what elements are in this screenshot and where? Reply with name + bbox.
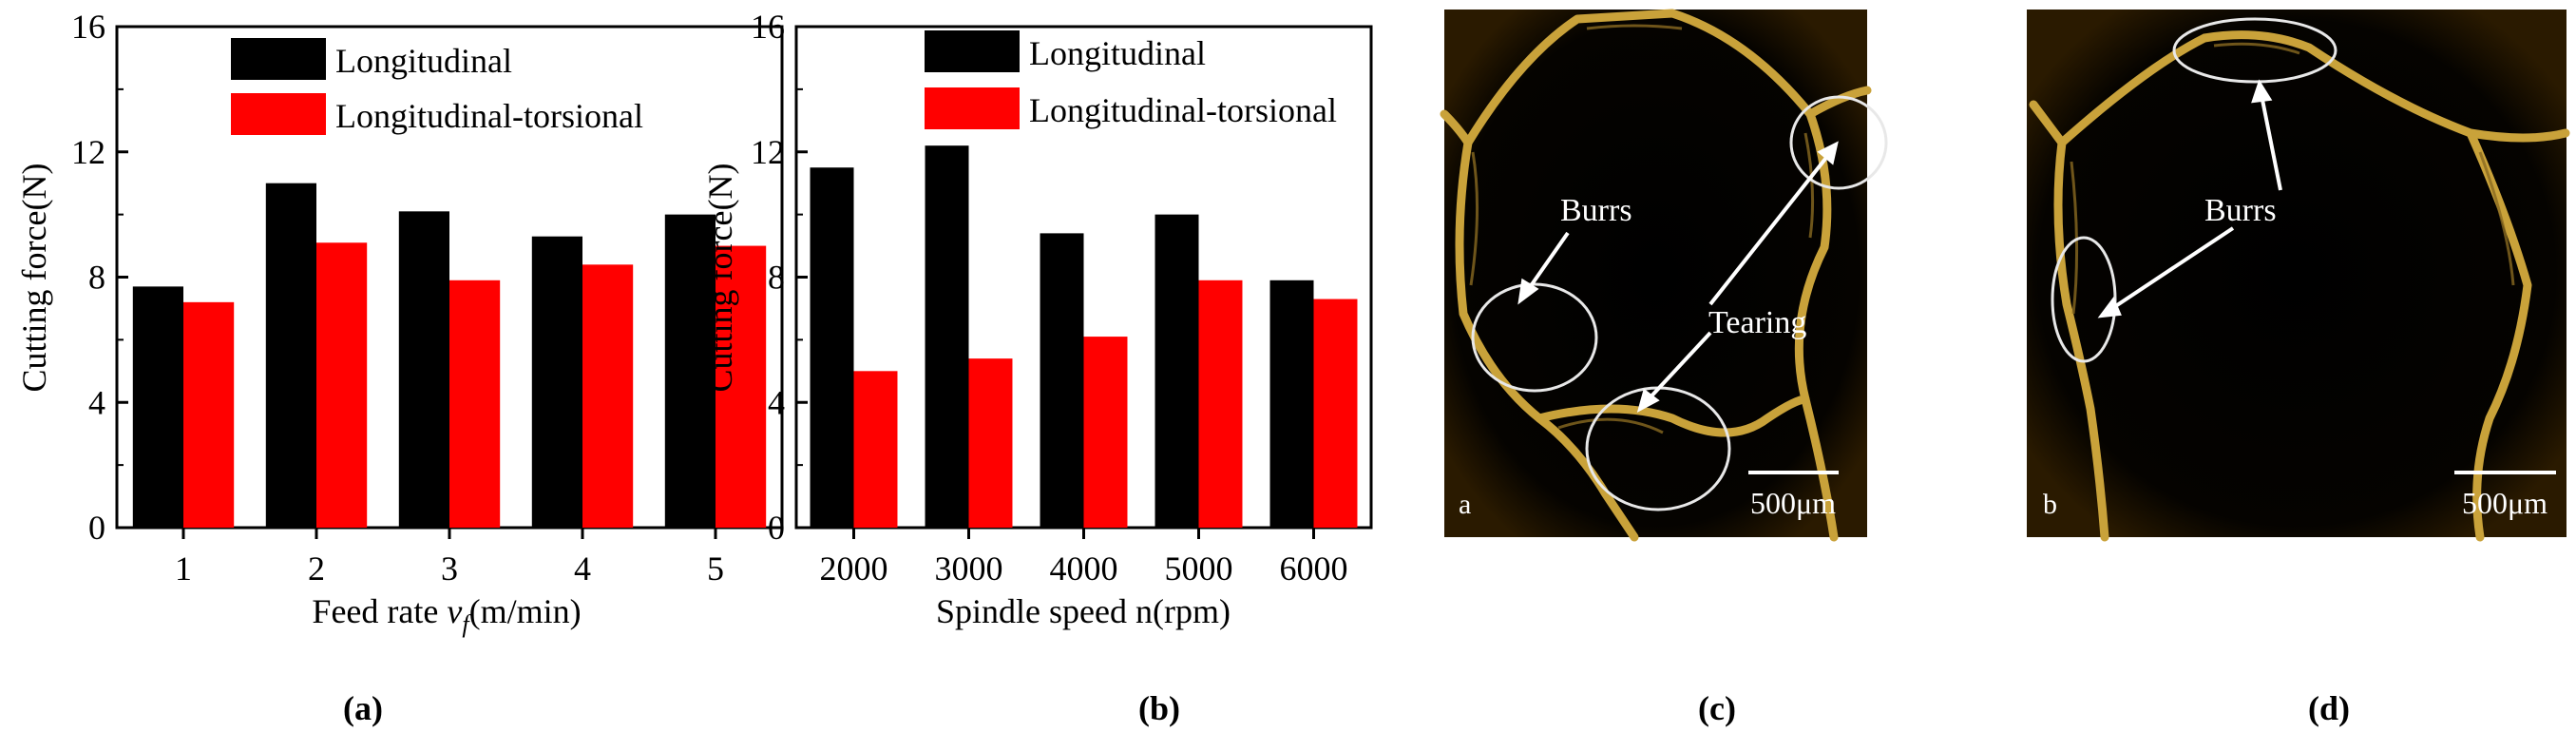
chart-b: 0 4 8 12 16 2000 3000 4000 5000 6000 Cutting for…: [701, 8, 1373, 630]
chart-b-xlabel: Spindle speed n(rpm): [936, 592, 1231, 630]
micrograph-c-label-tearing: Tearing: [1708, 305, 1806, 340]
chart-b-ytick-label-1: 4: [768, 383, 785, 421]
panel-label-a: (a): [343, 689, 383, 727]
chart-a-bar-longitudinal-1: [132, 286, 183, 528]
micrograph-c-arrow-burrs: [1526, 231, 1570, 292]
chart-a-bar-longitudinal-5: [664, 214, 716, 528]
chart-a-bar-longitudinal-torsional-5: [716, 245, 767, 528]
chart-a-bar-longitudinal-torsional-2: [316, 242, 368, 529]
micrograph-d-circle-burrs-left: [2051, 236, 2117, 363]
micrograph-d-fibers: [2070, 42, 2515, 315]
chart-a-bar-longitudinal-torsional-3: [449, 280, 501, 528]
micrograph-d-scale-label: 500μm: [2462, 486, 2547, 520]
chart-a-legend-label-longitudinal-torsional: Longitudinal-torsional: [335, 97, 643, 135]
chart-a-ylabel: Cutting force(N): [15, 164, 53, 393]
chart-a-legend-label-longitudinal: Longitudinal: [335, 42, 512, 80]
chart-b-ylabel: Cutting force(N): [701, 164, 739, 393]
chart-b-bar-longitudinal-torsional-5: [1313, 299, 1358, 528]
chart-a-xtick-label-1: 1: [175, 550, 192, 588]
panel-label-c: (c): [1698, 689, 1736, 727]
chart-b-bar-longitudinal-2: [925, 145, 969, 528]
chart-b-bar-longitudinal-torsional-1: [853, 371, 898, 528]
chart-a-bar-longitudinal-4: [531, 236, 582, 528]
chart-a-bar-longitudinal-torsional-1: [183, 301, 235, 528]
micrograph-c-corner-letter: a: [1459, 489, 1471, 520]
chart-a-ytick-label-4: 16: [71, 8, 105, 46]
chart-b-bar-longitudinal-4: [1154, 214, 1199, 528]
micrograph-c-fibers: [1469, 24, 1815, 434]
micrograph-c-circle-burrs: [1471, 282, 1598, 393]
chart-b-bar-longitudinal-torsional-3: [1083, 337, 1128, 528]
chart-a-xtick-label-5: 5: [707, 550, 724, 588]
chart-b-bar-longitudinal-torsional-2: [968, 358, 1013, 528]
micrograph-c-circle-tearing-top: [1789, 95, 1888, 190]
chart-b-xtick-label-5: 6000: [1280, 550, 1348, 588]
micrograph-d-corner-letter: b: [2043, 489, 2057, 520]
micrograph-d-highlight-circles: [2051, 17, 2337, 363]
micrograph-d-arrows: [2097, 79, 2282, 318]
chart-a-bar-longitudinal-torsional-4: [582, 264, 634, 528]
chart-b-legend-label-longitudinal: Longitudinal: [1029, 34, 1206, 72]
micrograph-d-arrow-burrs-left: [2109, 226, 2235, 311]
chart-b-xtick-label-3: 4000: [1050, 550, 1118, 588]
chart-a-xtick-label-4: 4: [574, 550, 591, 588]
micrograph-d: Burrs b 500μm: [2027, 10, 2570, 542]
chart-a-ytick-label-2: 8: [88, 259, 105, 297]
micrograph-c-arrow-tearing-down: [1645, 331, 1712, 403]
chart-a-legend-swatch-longitudinal: [231, 38, 326, 80]
chart-a-xlabel: Feed rate vf(m/min): [312, 592, 581, 638]
chart-b-legend: Longitudinal Longitudinal-torsional: [925, 30, 1337, 129]
panel-label-b: (b): [1138, 689, 1180, 727]
micrograph-d-circle-burrs-top: [2172, 17, 2337, 84]
micrograph-c-arrows: [1517, 141, 1839, 413]
chart-a-bar-longitudinal-3: [398, 211, 449, 529]
chart-b-bar-longitudinal-5: [1269, 280, 1314, 528]
chart-b-ytick-label-4: 16: [751, 8, 785, 46]
chart-a-legend-swatch-longitudinal-torsional: [231, 93, 326, 135]
chart-b-ytick-label-0: 0: [768, 509, 785, 547]
micrograph-c-arrow-tearing-up: [1708, 152, 1831, 306]
micrograph-c-label-burrs: Burrs: [1560, 193, 1632, 228]
chart-b-ytick-label-2: 8: [768, 259, 785, 297]
chart-a-ytick-label-3: 12: [71, 133, 105, 171]
micrograph-c: Burrs Tearing a 500μm: [1440, 9, 1888, 542]
chart-b-xtick-label-2: 3000: [935, 550, 1003, 588]
chart-b-bar-longitudinal-1: [810, 167, 854, 528]
chart-b-legend-swatch-longitudinal-torsional: [925, 87, 1020, 129]
chart-b-bar-longitudinal-torsional-4: [1198, 280, 1243, 528]
chart-b-xtick-label-1: 2000: [820, 550, 888, 588]
micrograph-d-arrow-burrs-top: [2260, 94, 2282, 191]
chart-a-ytick-label-0: 0: [88, 509, 105, 547]
chart-b-legend-swatch-longitudinal: [925, 30, 1020, 72]
chart-a-xtick-label-2: 2: [308, 550, 325, 588]
chart-a-xtick-label-3: 3: [441, 550, 458, 588]
chart-b-ytick-label-3: 12: [751, 133, 785, 171]
chart-a-ytick-label-1: 4: [88, 383, 105, 421]
panel-label-d: (d): [2308, 689, 2350, 727]
chart-a-legend: Longitudinal Longitudinal-torsional: [231, 38, 643, 135]
chart-b-bar-longitudinal-3: [1040, 233, 1084, 528]
chart-b-xtick-label-4: 5000: [1165, 550, 1233, 588]
micrograph-d-label-burrs: Burrs: [2204, 193, 2277, 228]
micrograph-d-image: [2027, 10, 2566, 537]
micrograph-c-scale-label: 500μm: [1750, 486, 1836, 520]
chart-a-bar-longitudinal-2: [265, 183, 316, 528]
chart-b-legend-label-longitudinal-torsional: Longitudinal-torsional: [1029, 91, 1337, 129]
